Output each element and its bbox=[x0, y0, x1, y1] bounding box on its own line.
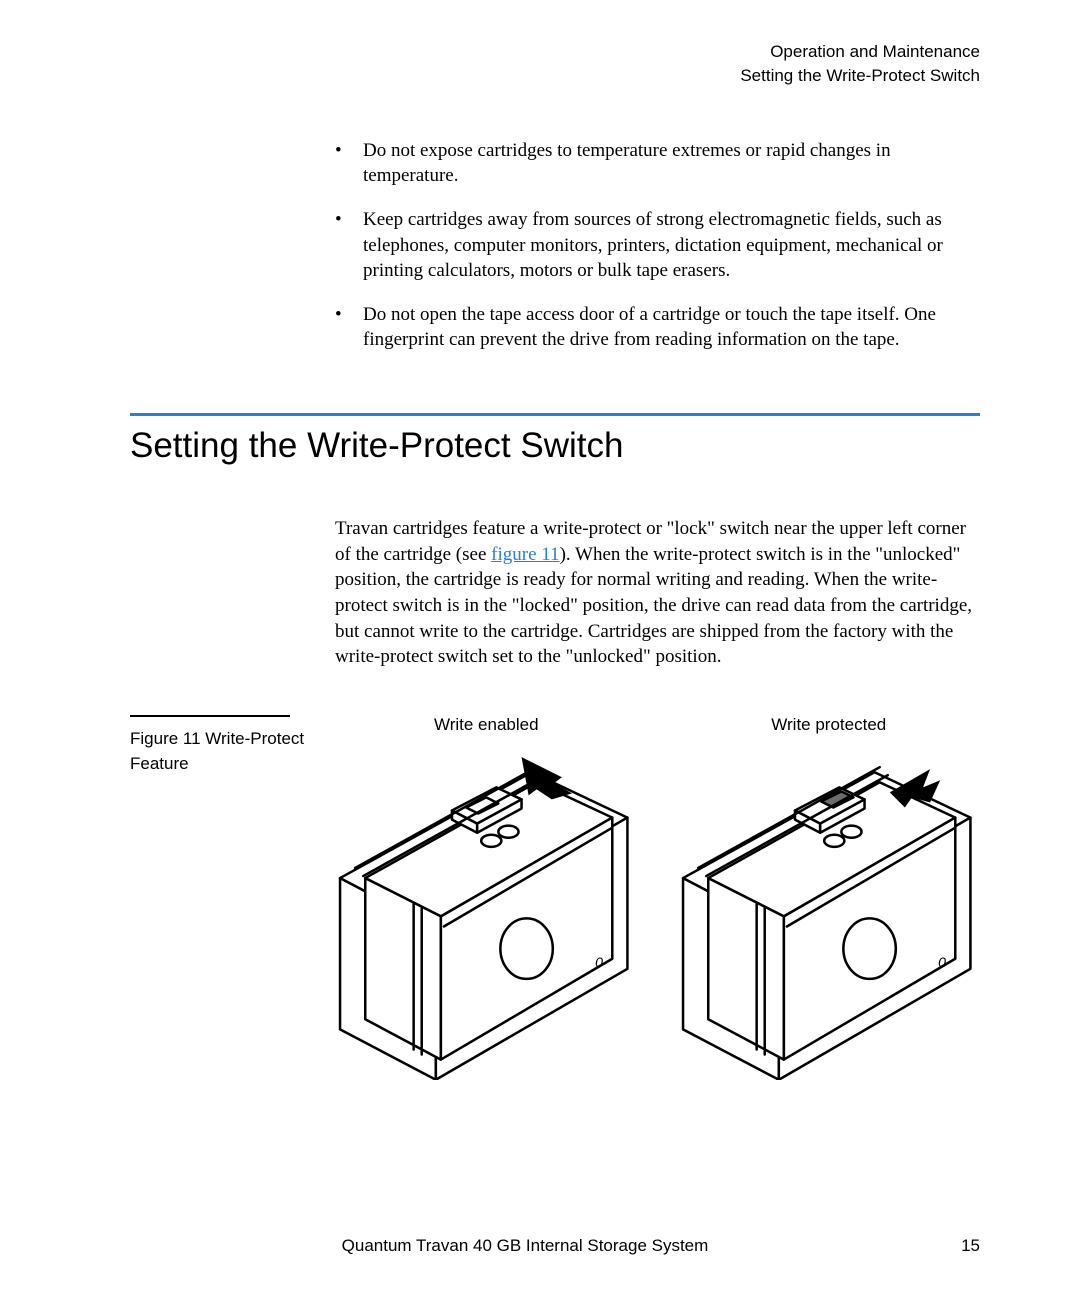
page-footer: Quantum Travan 40 GB Internal Storage Sy… bbox=[130, 1236, 980, 1256]
cartridge-write-protected: Write protected 0 bbox=[678, 715, 981, 1085]
header-line-2: Setting the Write-Protect Switch bbox=[130, 64, 980, 88]
figure-row: Figure 11 Write-Protect Feature Write en… bbox=[130, 715, 980, 1085]
footer-title: Quantum Travan 40 GB Internal Storage Sy… bbox=[130, 1236, 920, 1256]
figure-caption-rule bbox=[130, 715, 290, 717]
figure-caption: Figure 11 Write-Protect Feature bbox=[130, 727, 305, 776]
section-paragraph: Travan cartridges feature a write-protec… bbox=[335, 516, 980, 670]
cartridge-label-enabled: Write enabled bbox=[335, 715, 638, 735]
bullet-item: Do not expose cartridges to temperature … bbox=[335, 138, 980, 189]
section-heading: Setting the Write-Protect Switch bbox=[130, 426, 980, 466]
section-rule bbox=[130, 413, 980, 416]
page-header: Operation and Maintenance Setting the Wr… bbox=[130, 40, 980, 88]
cartridge-write-enabled: Write enabled bbox=[335, 715, 638, 1085]
cartridge-label-protected: Write protected bbox=[678, 715, 981, 735]
svg-text:0: 0 bbox=[595, 954, 603, 970]
svg-text:0: 0 bbox=[938, 954, 946, 970]
bullet-item: Keep cartridges away from sources of str… bbox=[335, 207, 980, 284]
cartridge-protected-icon: 0 bbox=[678, 747, 981, 1080]
bullet-item: Do not open the tape access door of a ca… bbox=[335, 302, 980, 353]
figure-link[interactable]: figure 11 bbox=[491, 544, 559, 565]
bullet-list: Do not expose cartridges to temperature … bbox=[335, 138, 980, 353]
header-line-1: Operation and Maintenance bbox=[130, 40, 980, 64]
footer-page-number: 15 bbox=[920, 1236, 980, 1256]
cartridge-enabled-icon: 0 bbox=[335, 747, 638, 1080]
